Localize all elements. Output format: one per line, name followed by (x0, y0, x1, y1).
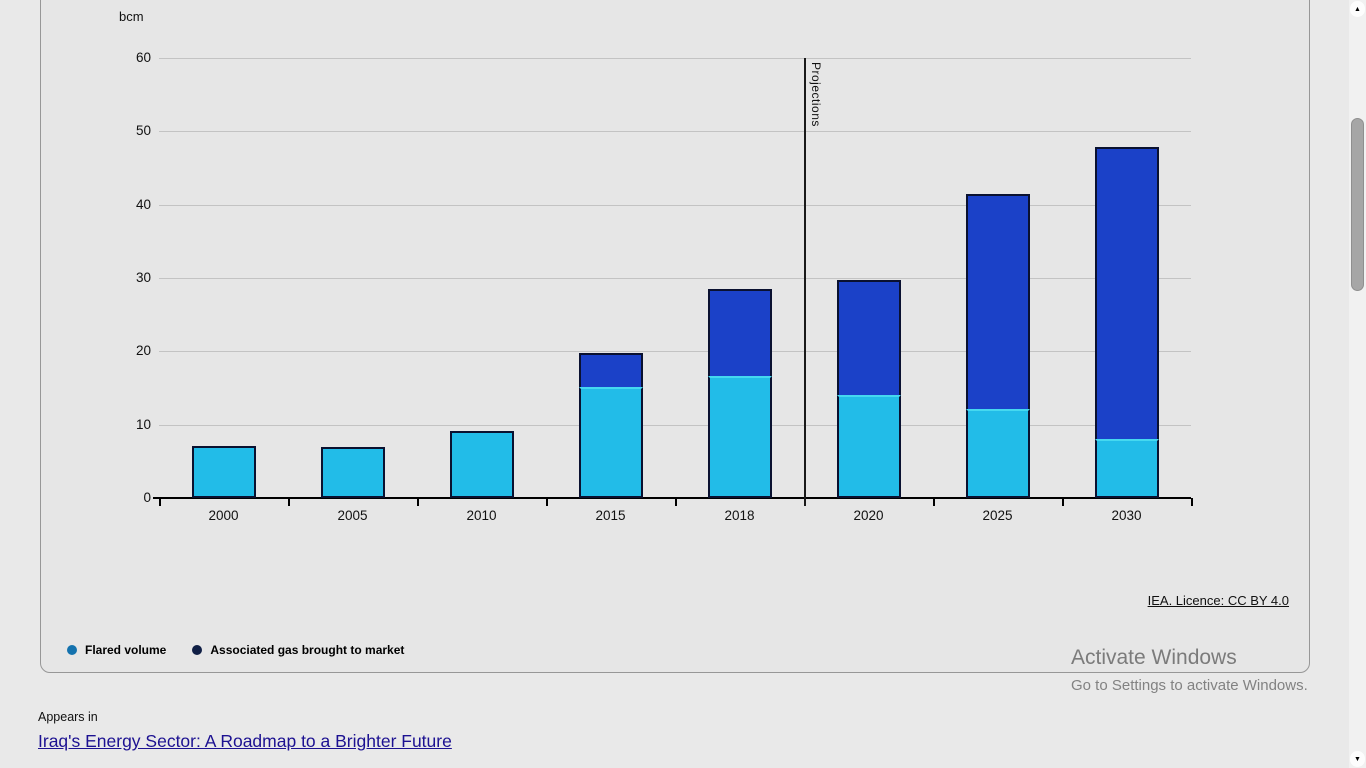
projections-label: Projections (809, 62, 823, 127)
x-tick-label: 2018 (724, 508, 755, 523)
chart-card: bcm 0 10 20 30 40 50 60 2000 2005 2010 2015 2018 202… (40, 0, 1310, 673)
gridline (159, 278, 1191, 279)
bar-segment-associated-gas[interactable] (965, 194, 1030, 409)
bar-segment-flared-volume[interactable] (836, 395, 901, 498)
y-tick-label: 60 (135, 50, 151, 65)
bar-group-2020 (836, 280, 901, 498)
appears-in-section: Appears in Iraq's Energy Sector: A Roadm… (38, 710, 452, 752)
gridline (159, 424, 1191, 426)
gridline (159, 131, 1191, 133)
y-tick-label: 20 (135, 343, 151, 359)
scrollbar-thumb[interactable] (1351, 118, 1364, 291)
x-tick-label: 2015 (595, 508, 626, 523)
bar-segment-flared-volume[interactable] (449, 431, 514, 498)
x-tick (159, 498, 161, 506)
y-tick-label: 30 (135, 270, 151, 285)
legend-label: Associated gas brought to market (210, 643, 405, 657)
y-axis-unit-label: bcm (119, 9, 144, 24)
associated-gas-legend-dot-icon (192, 645, 203, 655)
gridline (159, 351, 1191, 353)
iea-licence-link[interactable]: IEA. Licence: CC BY 4.0 (1147, 593, 1289, 608)
x-tick-label: 2000 (208, 508, 239, 523)
bar-segment-flared-volume[interactable] (965, 409, 1030, 498)
scroll-down-icon[interactable]: ▼ (1350, 751, 1365, 767)
legend-item-flared-volume[interactable]: Flared volume (67, 643, 166, 657)
watermark-subtitle: Go to Settings to activate Windows. (1071, 677, 1308, 694)
x-tick-label: 2005 (337, 508, 368, 523)
appears-in-label: Appears in (38, 710, 98, 724)
x-tick-label: 2020 (853, 508, 884, 523)
gridline (159, 58, 1191, 59)
bar-segment-associated-gas[interactable] (836, 280, 901, 395)
bar-group-2030 (1094, 147, 1159, 498)
legend-item-associated-gas[interactable]: Associated gas brought to market (192, 643, 404, 657)
bar-segment-flared-volume[interactable] (320, 447, 385, 498)
bar-segment-flared-volume[interactable] (707, 376, 772, 498)
chart-plot-area: 0 10 20 30 40 50 60 2000 2005 2010 2015 2018 2020 202… (41, 0, 1309, 672)
bar-segment-associated-gas[interactable] (578, 353, 643, 387)
scroll-up-icon[interactable]: ▲ (1350, 1, 1365, 17)
bar-group-2018 (707, 289, 772, 498)
bar-segment-flared-volume[interactable] (1094, 439, 1159, 498)
bar-group-2010 (449, 431, 514, 498)
bar-segment-flared-volume[interactable] (578, 387, 643, 498)
bar-group-2015 (578, 353, 643, 498)
y-tick-label: 40 (135, 196, 151, 212)
x-tick (1191, 498, 1193, 506)
legend-label: Flared volume (85, 643, 167, 657)
y-tick-label: 0 (143, 490, 151, 505)
x-tick (675, 498, 677, 506)
bar-group-2000 (191, 446, 256, 498)
bar-group-2025 (965, 194, 1030, 498)
gridline (159, 204, 1191, 206)
y-tick-label: 10 (135, 416, 151, 432)
x-tick (288, 498, 290, 506)
x-tick (417, 498, 419, 506)
x-tick (546, 498, 548, 506)
bar-segment-associated-gas[interactable] (1094, 147, 1159, 439)
x-axis-line (153, 497, 1191, 499)
bar-group-2005 (320, 447, 385, 498)
flared-volume-legend-dot-icon (67, 645, 77, 655)
x-tick (1062, 498, 1064, 506)
x-tick-label: 2010 (466, 508, 497, 523)
x-tick-label: 2030 (1111, 508, 1142, 523)
bar-segment-associated-gas[interactable] (707, 289, 772, 376)
bar-segment-flared-volume[interactable] (191, 446, 256, 498)
y-tick-label: 50 (135, 123, 151, 139)
x-tick-label: 2025 (982, 508, 1013, 523)
projections-divider-line (804, 58, 806, 506)
chart-legend: Flared volume Associated gas brought to … (67, 643, 404, 657)
x-tick (933, 498, 935, 506)
vertical-scrollbar[interactable]: ▲ ▼ (1349, 0, 1366, 768)
report-link[interactable]: Iraq's Energy Sector: A Roadmap to a Bri… (38, 731, 452, 751)
